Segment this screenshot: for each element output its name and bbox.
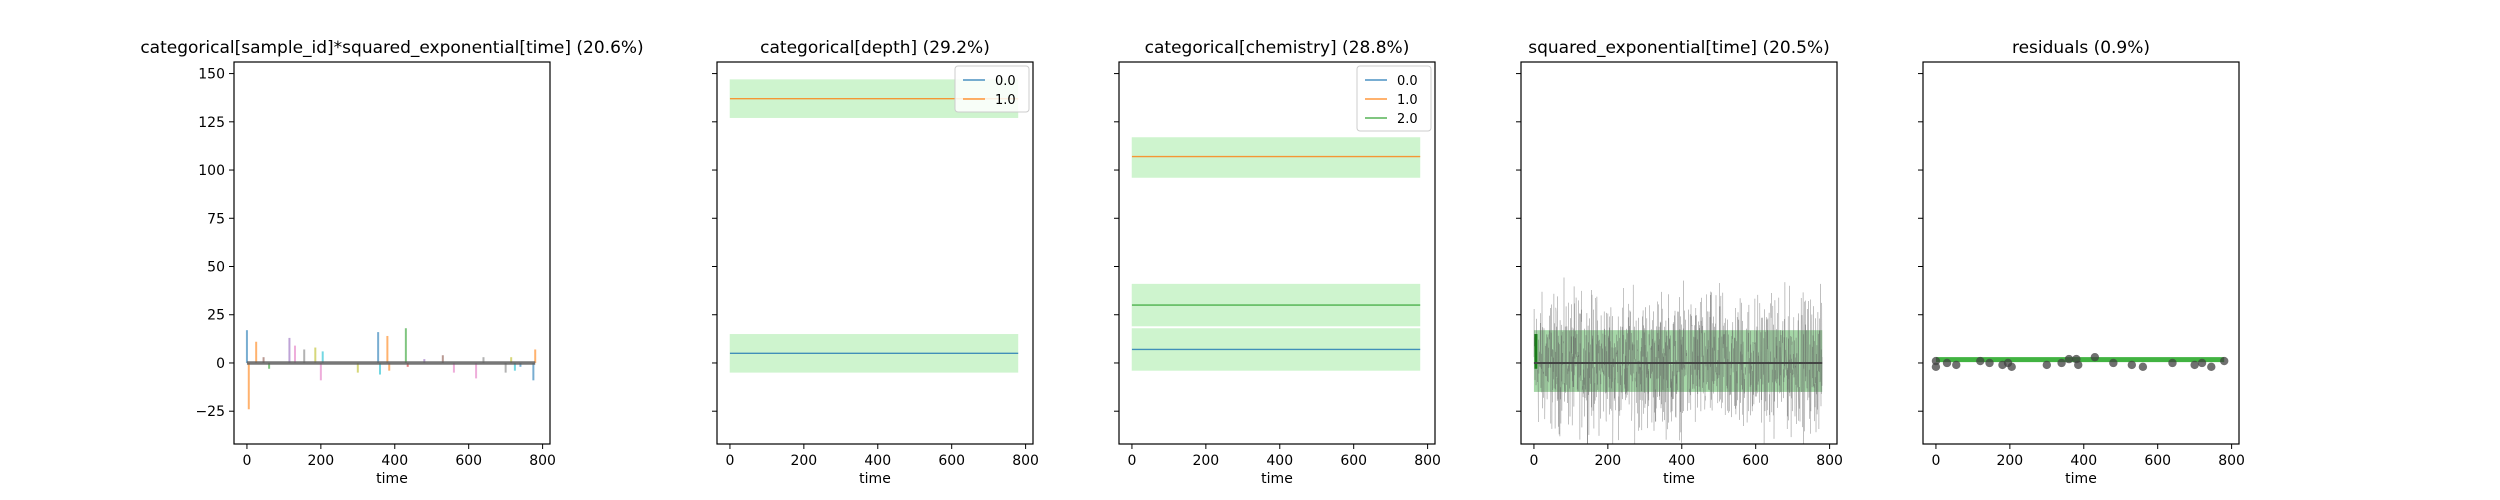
x-tick-label: 400 — [1266, 453, 1293, 469]
axes-frame — [1118, 61, 1436, 445]
x-tick-label: 800 — [1414, 453, 1441, 469]
y-tick-label: 150 — [198, 67, 225, 83]
y-tick-label: −25 — [195, 404, 225, 420]
x-tick-label: 800 — [1012, 453, 1039, 469]
plot-area — [1131, 137, 1421, 371]
residual-point-0 — [1931, 356, 1941, 366]
x-tick-label: 600 — [938, 453, 965, 469]
residual-point-2 — [1942, 358, 1952, 368]
residual-point-15 — [2109, 358, 2118, 368]
x-tick-label: 800 — [1816, 453, 1843, 469]
x-tick-label: 0 — [725, 453, 734, 469]
residual-point-14 — [2090, 352, 2100, 362]
panel-title: residuals (0.9%) — [2012, 38, 2150, 58]
residual-point-19 — [2190, 360, 2199, 370]
x-tick-label: 200 — [1192, 453, 1219, 469]
x-axis-label: time — [1261, 471, 1293, 487]
x-tick-label: 600 — [455, 453, 482, 469]
plot-area — [245, 328, 537, 410]
x-tick-label: 200 — [307, 453, 334, 469]
axes-frame — [1520, 61, 1838, 445]
x-tick-label: 0 — [1529, 453, 1538, 469]
x-tick-label: 400 — [864, 453, 891, 469]
panel-title: categorical[sample_id]*squared_exponenti… — [140, 38, 643, 58]
residual-point-9 — [2042, 360, 2052, 370]
residual-point-11 — [2064, 354, 2074, 364]
x-tick-label: 200 — [1594, 453, 1621, 469]
panel-title: squared_exponential[time] (20.5%) — [1528, 38, 1830, 58]
plot-area — [1533, 277, 1823, 444]
plot-area — [729, 79, 1019, 373]
panel-5: residuals (0.9%) 0 200 400 600 800 time — [1918, 38, 2245, 487]
x-tick-label: 800 — [529, 453, 556, 469]
residual-point-4 — [1976, 356, 1985, 366]
residual-point-3 — [1952, 360, 1961, 370]
panel-title: categorical[chemistry] (28.8%) — [1145, 38, 1410, 58]
x-tick-label: 600 — [1340, 453, 1367, 469]
axes-frame — [233, 61, 551, 445]
residual-point-8 — [2007, 362, 2016, 372]
residual-point-20 — [2197, 358, 2207, 368]
residual-point-18 — [2168, 358, 2177, 368]
y-tick-label: 75 — [207, 211, 225, 227]
panel-1: categorical[sample_id]*squared_exponenti… — [140, 38, 643, 487]
y-tick-label: 25 — [207, 308, 225, 324]
legend: 0.0 1.0 2.0 — [1356, 65, 1432, 132]
legend-box — [954, 65, 1030, 113]
y-tick-label: 50 — [207, 260, 225, 276]
y-tick-label: 100 — [198, 163, 225, 179]
legend-label-2.0: 2.0 — [1397, 112, 1418, 127]
residual-point-13 — [2074, 360, 2083, 370]
x-tick-label: 400 — [2070, 453, 2097, 469]
x-tick-label: 0 — [1127, 453, 1136, 469]
residual-point-10 — [2057, 358, 2066, 368]
x-tick-label: 600 — [2144, 453, 2171, 469]
residual-point-17 — [2138, 362, 2148, 372]
x-axis-label: time — [376, 471, 408, 487]
ci-band — [1533, 330, 1823, 392]
x-tick-label: 400 — [1668, 453, 1695, 469]
residual-point-5 — [1985, 358, 1994, 368]
legend-box — [1356, 65, 1432, 132]
panel-title: categorical[depth] (29.2%) — [760, 38, 990, 58]
legend-label-0.0: 0.0 — [1397, 74, 1418, 89]
ci-band-1.0 — [1131, 137, 1421, 178]
y-tick-label: 125 — [198, 115, 225, 131]
residual-point-21 — [2207, 362, 2216, 372]
x-tick-label: 600 — [1742, 453, 1769, 469]
legend-label-1.0: 1.0 — [1397, 93, 1418, 108]
plot-area — [1931, 352, 2229, 372]
residual-point-22 — [2220, 356, 2229, 366]
residual-point-1 — [1931, 362, 1941, 372]
x-axis-label: time — [2065, 471, 2097, 487]
panel-4: squared_exponential[time] (20.5%) 0 200 400… — [1516, 38, 1843, 487]
sample-traces — [1533, 277, 1823, 444]
panel-3: categorical[chemistry] (28.8%) 0 200 400 600… — [1114, 38, 1441, 487]
x-tick-label: 200 — [1996, 453, 2023, 469]
legend-label-0.0: 0.0 — [995, 74, 1016, 89]
x-tick-label: 800 — [2218, 453, 2245, 469]
axes-frame — [1922, 61, 2240, 445]
axes-frame — [716, 61, 1034, 445]
y-tick-label: 0 — [216, 356, 225, 372]
legend: 0.01.0 — [954, 65, 1030, 113]
x-axis-label: time — [859, 471, 891, 487]
x-tick-label: 0 — [1931, 453, 1940, 469]
x-tick-label: 200 — [790, 453, 817, 469]
x-tick-label: 400 — [381, 453, 408, 469]
x-axis-label: time — [1663, 471, 1695, 487]
residual-point-16 — [2127, 360, 2137, 370]
legend-label-1.0: 1.0 — [995, 93, 1016, 108]
x-tick-label: 0 — [242, 453, 251, 469]
panel-2: categorical[depth] (29.2%) 0 200 400 600 800 t… — [712, 38, 1039, 487]
